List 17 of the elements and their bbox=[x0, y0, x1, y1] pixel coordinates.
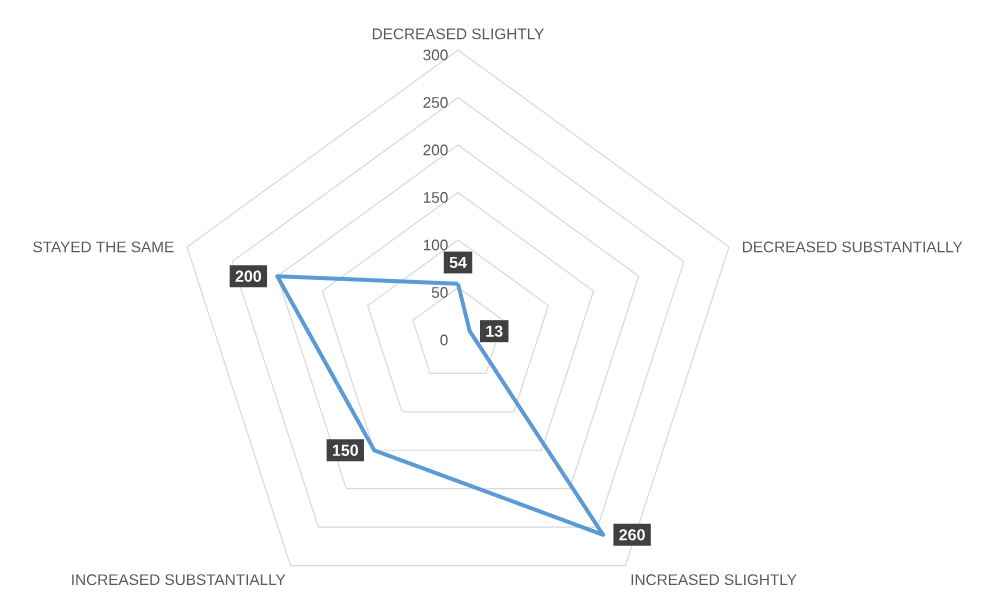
y-tick-label: 300 bbox=[423, 49, 448, 61]
data-label: 150 bbox=[332, 444, 358, 456]
y-tick-label: 0 bbox=[440, 334, 448, 346]
spoke-label: INCREASED SUBSTANTIALLY bbox=[72, 574, 286, 586]
y-tick-label: 100 bbox=[423, 239, 448, 251]
spoke-label: DECREASED SUBSTANTIALLY bbox=[743, 241, 963, 253]
data-label: 200 bbox=[235, 270, 262, 282]
y-tick-label: 150 bbox=[423, 192, 448, 203]
y-tick-label: 50 bbox=[431, 287, 448, 298]
spoke-label: STAYED THE SAME bbox=[33, 241, 174, 253]
data-label: 13 bbox=[486, 325, 503, 337]
spoke-label: INCREASED SLIGHTLY bbox=[631, 574, 797, 586]
data-label: 54 bbox=[449, 256, 467, 269]
data-label: 260 bbox=[619, 529, 645, 541]
spoke-label: DECREASED SLIGHTLY bbox=[372, 28, 544, 40]
y-tick-label: 200 bbox=[423, 144, 448, 156]
y-tick-label: 250 bbox=[423, 97, 448, 108]
